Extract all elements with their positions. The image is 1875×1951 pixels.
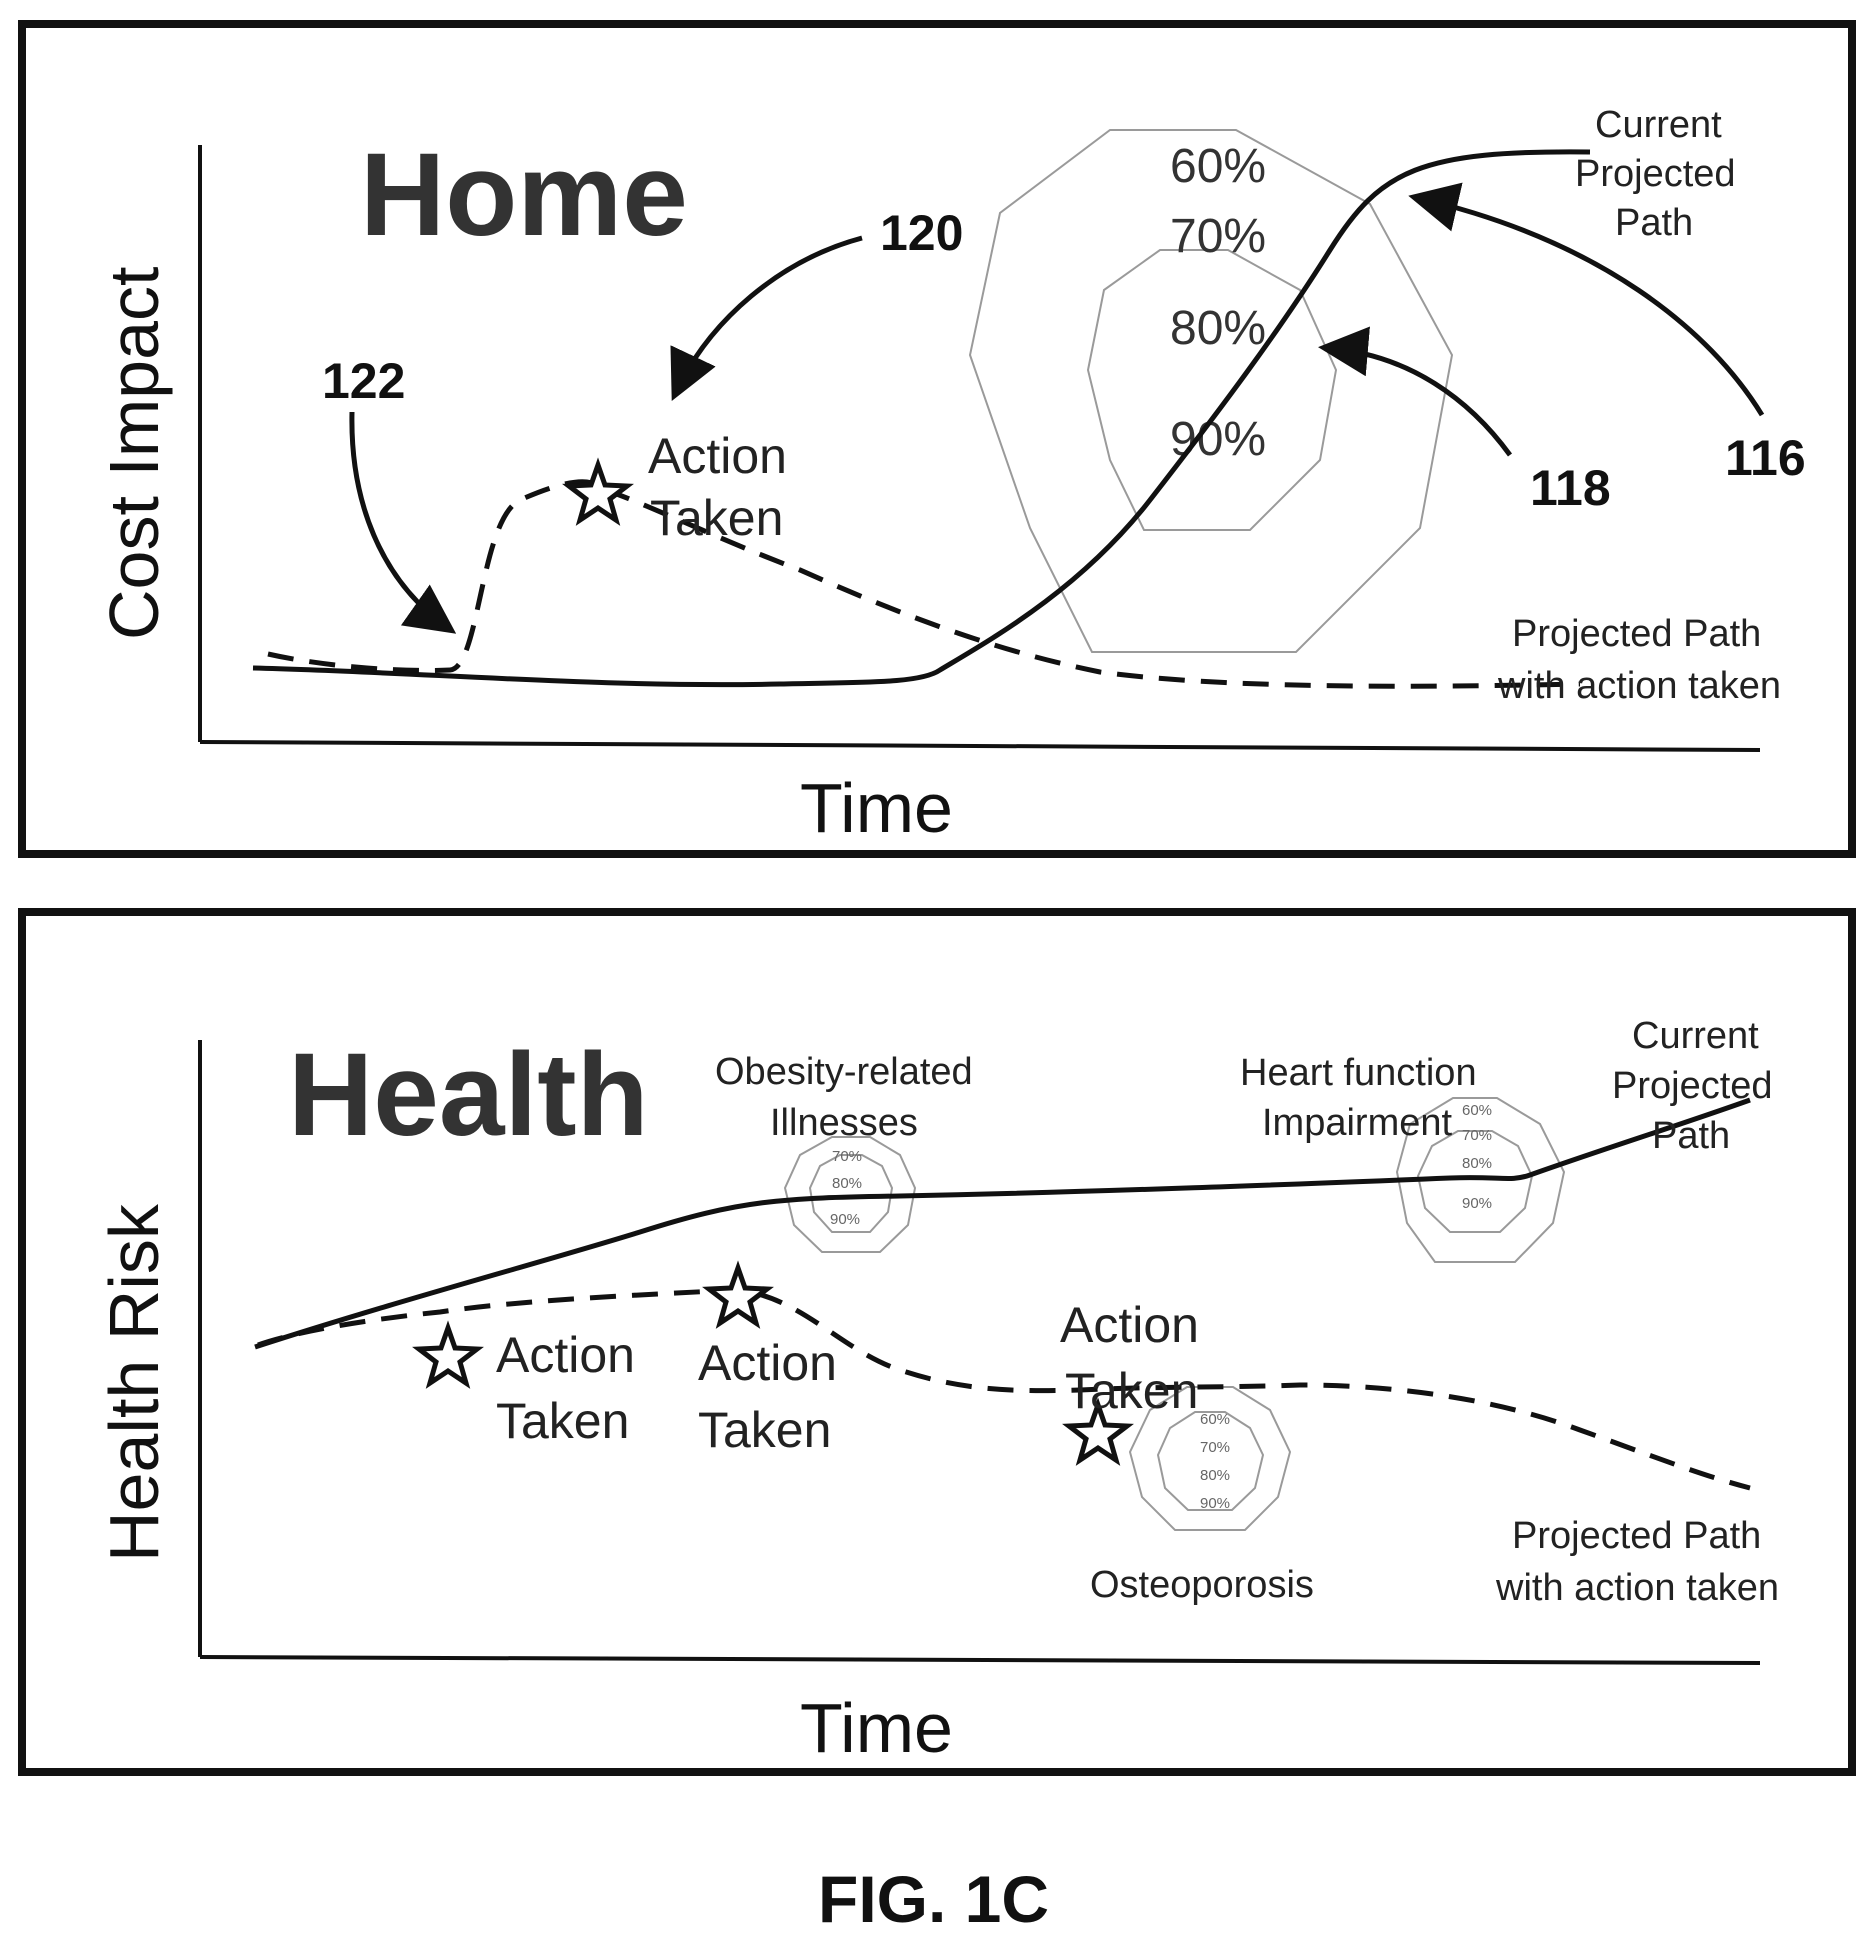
osteo-percent-80: 80%	[1200, 1467, 1230, 1484]
health-action-taken-path	[257, 1287, 1751, 1491]
health-x-axis-label: Time	[800, 1689, 953, 1767]
health-panel-frame	[18, 908, 1856, 1776]
heart-label-line1: Heart function	[1240, 1052, 1477, 1094]
home-action-taken-path	[267, 479, 1581, 689]
home-action-label-line1: Action	[648, 428, 787, 484]
obesity-percent-70: 70%	[832, 1148, 862, 1165]
health-title: Health	[288, 1029, 649, 1161]
heart-percent-60: 60%	[1462, 1102, 1492, 1119]
heart-percent-80: 80%	[1462, 1155, 1492, 1172]
home-x-axis-label: Time	[800, 769, 953, 847]
health-y-axis-label: Health Risk	[95, 1203, 173, 1562]
health-current-path-line1: Current	[1632, 1015, 1759, 1057]
health-current-path-line2: Projected	[1612, 1065, 1773, 1107]
health-action-path-line1: Projected Path	[1512, 1515, 1761, 1557]
health-action-star-3	[1062, 1397, 1134, 1466]
home-current-path-line2: Projected	[1575, 153, 1736, 195]
home-arrow-116	[1408, 182, 1765, 417]
health-current-projected-path	[254, 1097, 1751, 1350]
health-action-path-line2: with action taken	[1495, 1567, 1779, 1609]
osteo-percent-70: 70%	[1200, 1439, 1230, 1456]
heart-percent-70: 70%	[1462, 1127, 1492, 1144]
home-action-path-line2: with action taken	[1497, 665, 1781, 707]
home-percent-60: 60%	[1170, 140, 1266, 193]
health-action2-line2: Taken	[698, 1402, 831, 1458]
home-y-axis-label: Cost Impact	[95, 267, 173, 640]
health-action2-line1: Action	[698, 1335, 837, 1391]
home-title: Home	[360, 129, 688, 261]
figure-label: FIG. 1C	[818, 1862, 1049, 1936]
home-current-path-line1: Current	[1595, 104, 1722, 146]
health-panel: Health Health Risk Time 70% 80% 90% 60% …	[18, 908, 1856, 1776]
home-panel-frame	[18, 20, 1856, 858]
health-action1-line1: Action	[496, 1327, 635, 1383]
osteo-probability-ring-inner	[1156, 1411, 1265, 1511]
heart-probability-ring-outer	[1395, 1097, 1566, 1263]
osteoporosis-label: Osteoporosis	[1090, 1564, 1314, 1606]
heart-label-line2: Impairment	[1262, 1102, 1452, 1144]
obesity-percent-90: 90%	[830, 1211, 860, 1228]
home-arrow-118	[1318, 326, 1513, 457]
home-percent-70: 70%	[1170, 210, 1266, 263]
home-arrow-120	[670, 235, 863, 402]
obesity-label-line2: Illnesses	[770, 1102, 918, 1144]
obesity-label-line1: Obesity-related	[715, 1051, 973, 1093]
health-action3-line1: Action	[1060, 1297, 1199, 1353]
home-action-label-line2: Taken	[650, 490, 783, 546]
health-action-star-2	[702, 1260, 774, 1329]
home-ref-120: 120	[880, 205, 963, 261]
home-panel: Home Cost Impact Time 60% 70% 80% 90% Ac…	[18, 20, 1856, 858]
home-x-axis	[199, 740, 1761, 752]
home-current-projected-path	[252, 149, 1591, 688]
home-probability-ring-inner	[1086, 249, 1338, 531]
osteo-probability-ring-outer	[1128, 1386, 1292, 1531]
home-arrow-122	[349, 411, 457, 634]
heart-percent-90: 90%	[1462, 1195, 1492, 1212]
obesity-percent-80: 80%	[832, 1175, 862, 1192]
home-action-star	[562, 457, 634, 526]
health-x-axis	[199, 1655, 1761, 1665]
heart-probability-ring-inner	[1416, 1130, 1534, 1233]
home-percent-80: 80%	[1170, 302, 1266, 355]
home-ref-122: 122	[322, 353, 405, 409]
health-action1-line2: Taken	[496, 1393, 629, 1449]
home-probability-ring-outer	[968, 129, 1454, 653]
health-action3-line2: Taken	[1065, 1363, 1198, 1419]
home-ref-116: 116	[1725, 430, 1806, 486]
osteo-percent-60: 60%	[1200, 1411, 1230, 1428]
home-current-path-line3: Path	[1615, 202, 1693, 244]
home-action-path-line1: Projected Path	[1512, 613, 1761, 655]
home-ref-118: 118	[1530, 460, 1611, 516]
health-action-star-1	[412, 1320, 484, 1389]
osteo-percent-90: 90%	[1200, 1495, 1230, 1512]
health-current-path-line3: Path	[1652, 1115, 1730, 1157]
obesity-probability-ring-inner	[808, 1154, 894, 1233]
